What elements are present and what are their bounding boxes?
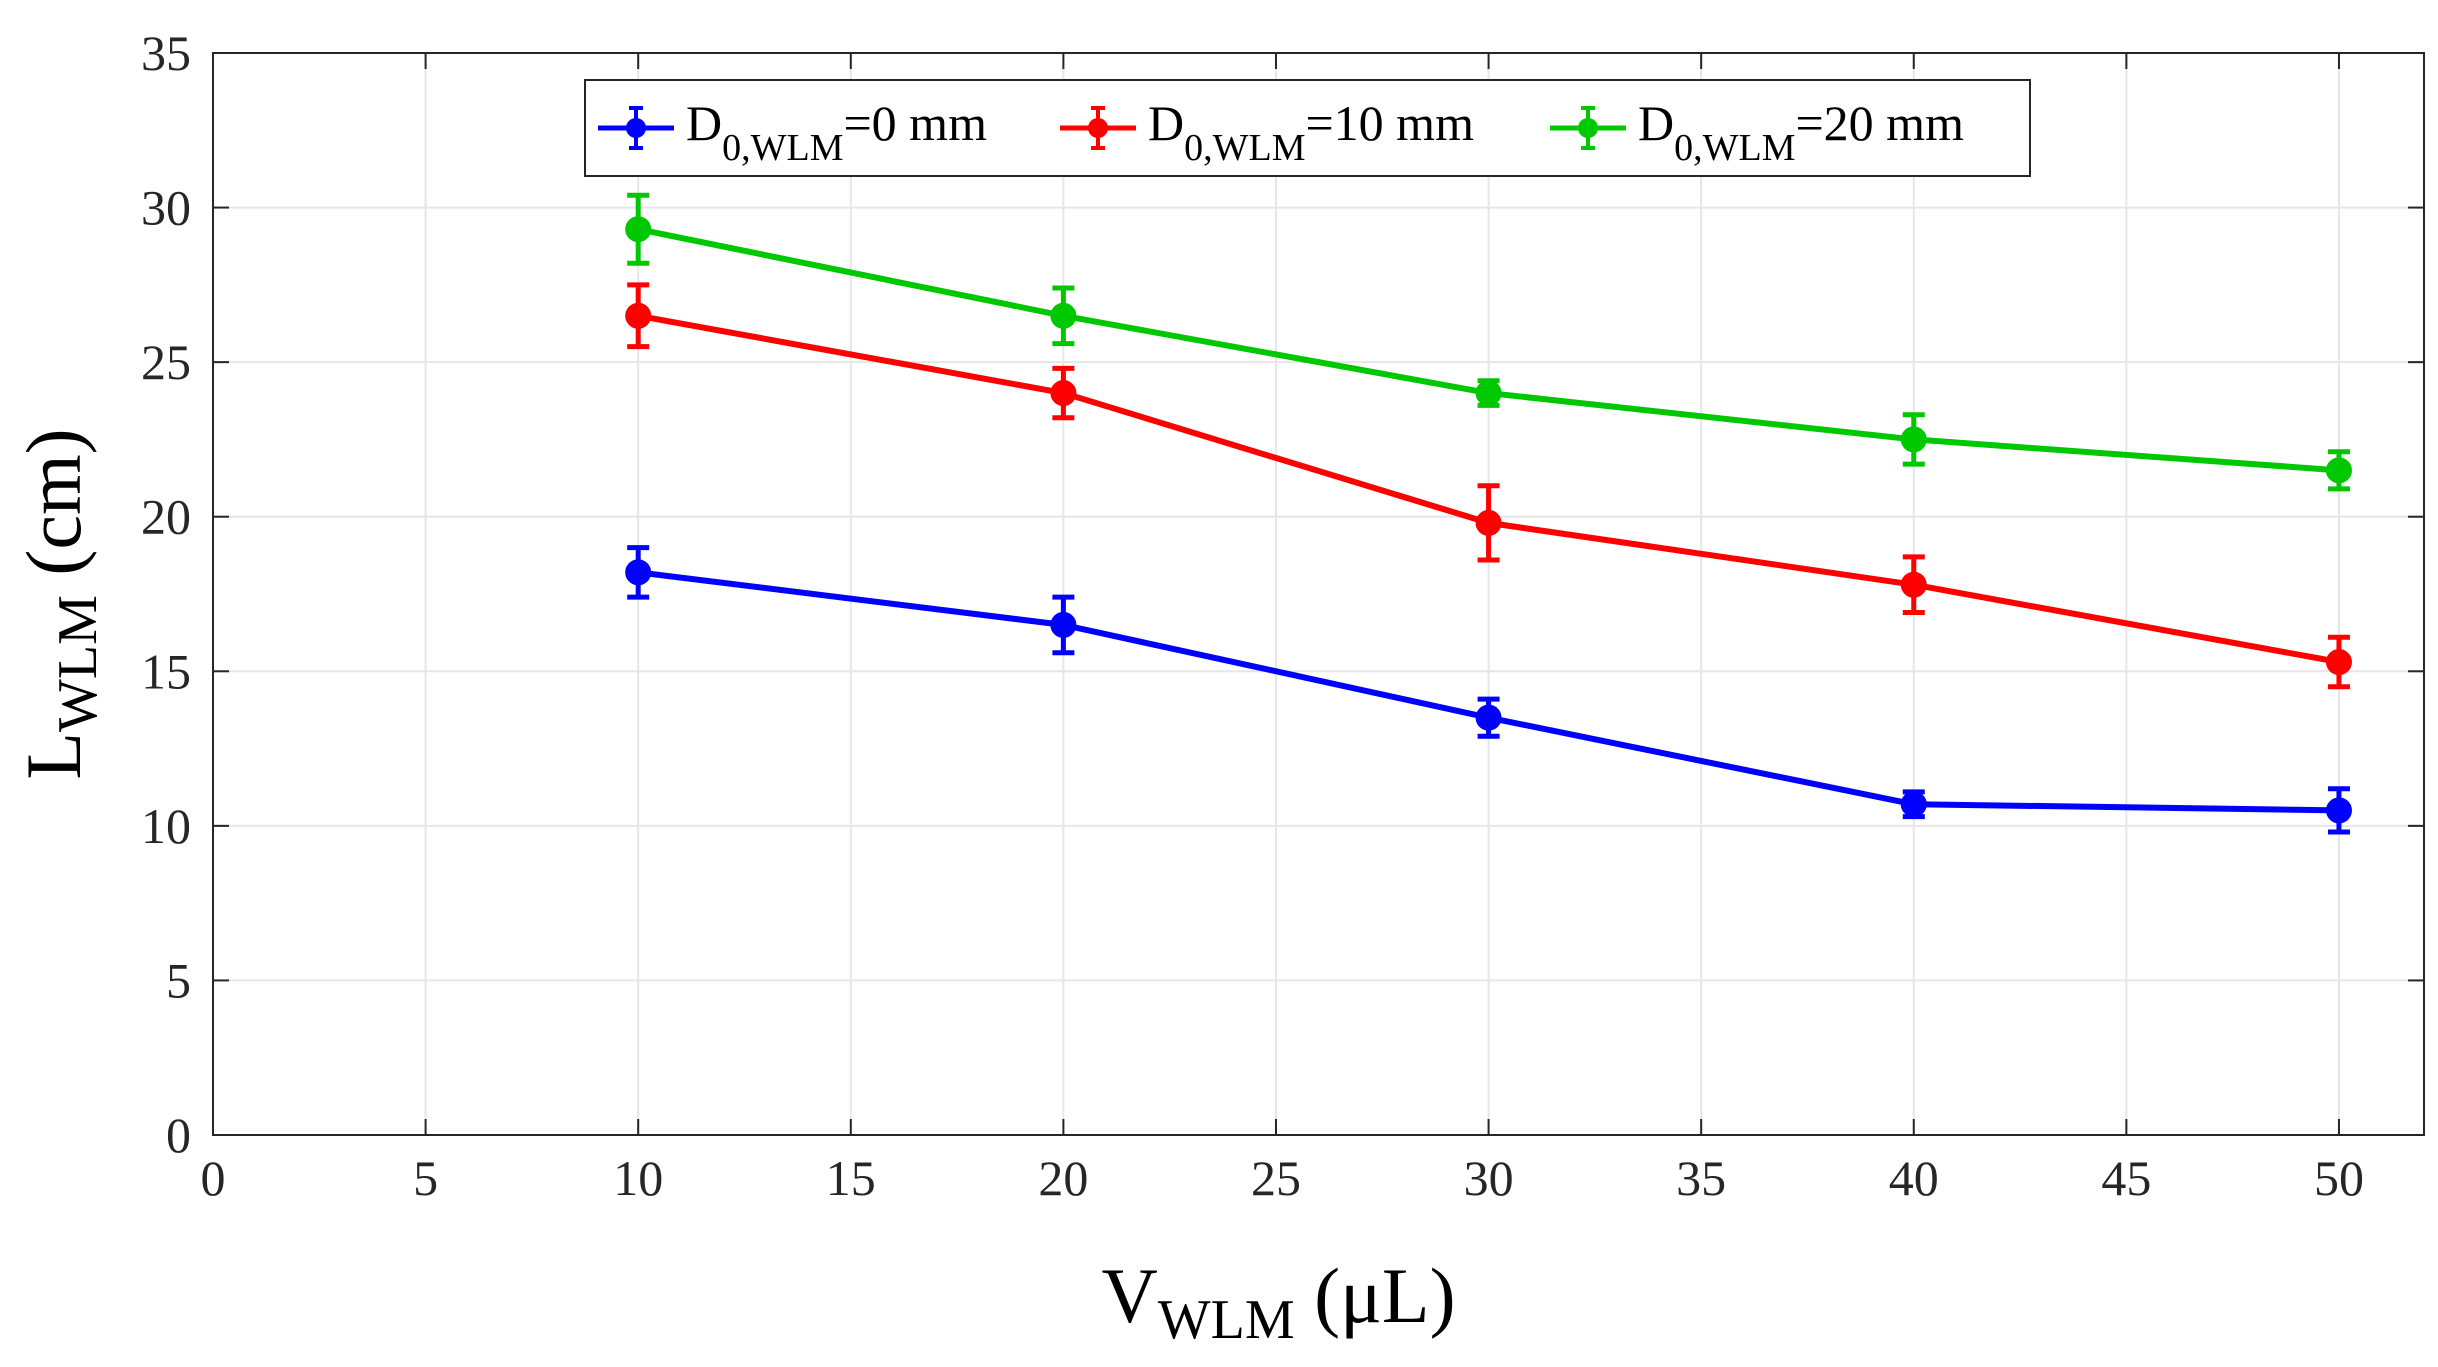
y-tick-label: 15: [141, 643, 191, 699]
legend-entry: D0,WLM=10 mm: [1060, 95, 1474, 169]
y-tick-label: 25: [141, 334, 191, 390]
x-tick-label: 40: [1889, 1150, 1939, 1206]
legend-marker: [1578, 118, 1598, 138]
data-point: [1475, 509, 1502, 536]
tick-marks: [212, 52, 2424, 1136]
x-axis-title-unit: (μL): [1295, 1252, 1456, 1339]
y-tick-label: 30: [141, 180, 191, 236]
data-point: [625, 302, 652, 329]
tick-labels: 0 5 10 15 20 25 30 35 40 45 50 0 5 10 15 20 25 30 35: [141, 25, 2364, 1206]
y-tick-label: 5: [166, 952, 191, 1008]
data-point: [1050, 302, 1077, 329]
y-tick-label: 10: [141, 798, 191, 854]
x-tick-label: 20: [1038, 1150, 1088, 1206]
series: [625, 282, 2352, 690]
data-point: [1900, 571, 1927, 598]
series-layer: [625, 192, 2352, 835]
legend-label: D0,WLM=0 mm: [686, 95, 987, 169]
legend-entry: D0,WLM=20 mm: [1550, 95, 1964, 169]
data-point: [625, 216, 652, 243]
data-point: [1900, 791, 1927, 818]
plot-frame: [212, 52, 2425, 1136]
data-point: [1050, 611, 1077, 638]
series: [625, 545, 2352, 835]
x-tick-label: 45: [2101, 1150, 2151, 1206]
data-point: [1050, 380, 1077, 407]
x-tick-label: 30: [1464, 1150, 1514, 1206]
x-tick-label: 15: [826, 1150, 876, 1206]
y-axis-title-unit: (cm): [10, 428, 97, 595]
legend-marker: [626, 118, 646, 138]
y-axis-title-main: L: [10, 732, 97, 780]
data-point: [2325, 457, 2352, 484]
x-tick-label: 5: [413, 1150, 438, 1206]
x-tick-label: 50: [2314, 1150, 2364, 1206]
legend-entry: D0,WLM=0 mm: [598, 95, 987, 169]
data-point: [2325, 797, 2352, 824]
x-tick-label: 0: [201, 1150, 226, 1206]
y-tick-label: 35: [141, 25, 191, 81]
data-point: [1475, 704, 1502, 731]
y-axis-title: LWLM (cm): [10, 428, 109, 779]
series: [625, 192, 2352, 492]
data-point: [625, 559, 652, 586]
x-axis-title-subscript: WLM: [1158, 1289, 1295, 1351]
data-point: [1475, 380, 1502, 407]
y-tick-label: 20: [141, 489, 191, 545]
y-axis-title-subscript: WLM: [47, 595, 109, 732]
legend-marker: [1088, 118, 1108, 138]
y-tick-label: 0: [166, 1107, 191, 1163]
data-point: [2325, 649, 2352, 676]
legend-box: [584, 79, 2031, 177]
x-axis-title: VWLM (μL): [1101, 1252, 1455, 1351]
x-axis-title-main: V: [1101, 1252, 1157, 1339]
data-point: [1900, 426, 1927, 453]
plot-area: [213, 53, 2424, 1135]
x-tick-label: 10: [613, 1150, 663, 1206]
legend: D0,WLM=0 mm D0,WLM=10 mm D0,WLM=20 mm: [584, 79, 2031, 177]
x-tick-label: 25: [1251, 1150, 1301, 1206]
legend-label: D0,WLM=20 mm: [1638, 95, 1964, 169]
x-tick-label: 35: [1676, 1150, 1726, 1206]
legend-label: D0,WLM=10 mm: [1148, 95, 1474, 169]
